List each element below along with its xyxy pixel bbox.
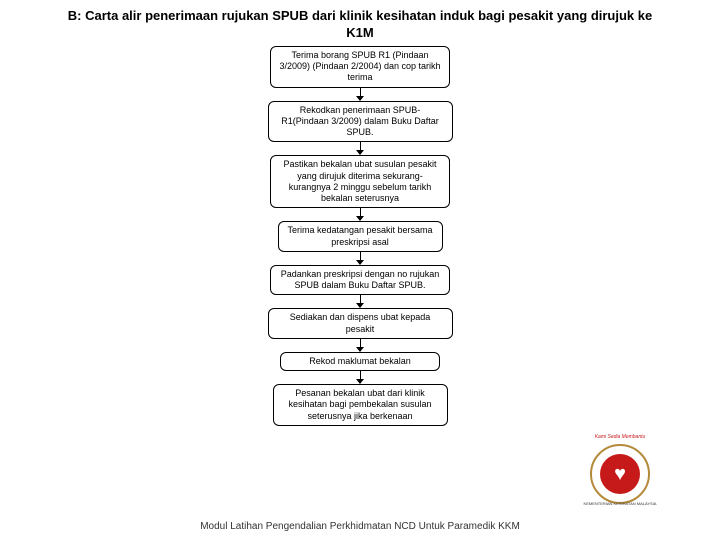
flow-arrow [356, 252, 364, 265]
flow-node: Pastikan bekalan ubat susulan pesakit ya… [270, 155, 450, 208]
logo-org-name: KEMENTERIAN KESIHATAN MALAYSIA [584, 501, 657, 506]
flow-node: Rekodkan penerimaan SPUB-R1(Pindaan 3/20… [268, 101, 453, 143]
flow-arrow [356, 295, 364, 308]
flowchart-container: Terima borang SPUB R1 (Pindaan 3/2009) (… [0, 46, 720, 426]
flow-node: Sediakan dan dispens ubat kepada pesakit [268, 308, 453, 339]
flow-node: Rekod maklumat bekalan [280, 352, 440, 371]
flow-node: Pesanan bekalan ubat dari klinik kesihat… [273, 384, 448, 426]
flow-arrow [356, 371, 364, 384]
heart-icon: ♥ [614, 464, 626, 484]
ministry-logo: Kami Sedia Membantu ♥ KEMENTERIAN KESIHA… [590, 444, 650, 504]
flow-arrow [356, 208, 364, 221]
flow-arrow [356, 88, 364, 101]
flowchart-title: B: Carta alir penerimaan rujukan SPUB da… [0, 0, 720, 46]
logo-tagline: Kami Sedia Membantu [595, 434, 646, 440]
footer-text: Modul Latihan Pengendalian Perkhidmatan … [0, 521, 720, 532]
flow-node: Terima borang SPUB R1 (Pindaan 3/2009) (… [270, 46, 450, 88]
flow-node: Terima kedatangan pesakit bersama preskr… [278, 221, 443, 252]
logo-circle-icon: ♥ [600, 454, 640, 494]
flow-arrow [356, 142, 364, 155]
flow-node: Padankan preskripsi dengan no rujukan SP… [270, 265, 450, 296]
flow-arrow [356, 339, 364, 352]
